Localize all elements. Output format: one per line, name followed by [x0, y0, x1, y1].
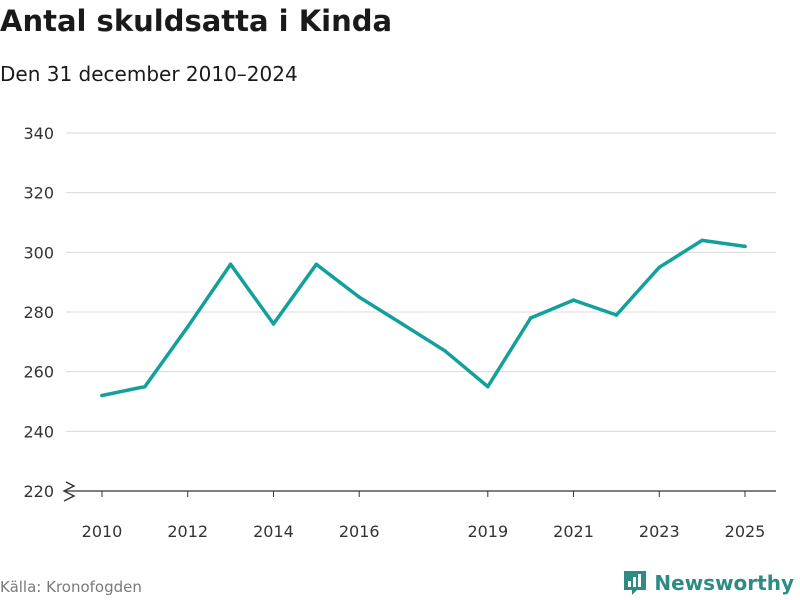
x-tick-label: 2010 — [82, 522, 123, 541]
data-point — [571, 298, 576, 302]
y-tick-label: 220 — [23, 482, 54, 501]
x-tick-label: 2023 — [639, 522, 680, 541]
data-point — [657, 265, 662, 270]
data-point — [486, 384, 490, 389]
data-point — [400, 322, 404, 326]
data-point — [528, 316, 533, 320]
data-point — [443, 348, 447, 353]
data-point — [143, 384, 147, 389]
y-tick-label: 340 — [23, 124, 54, 143]
data-point — [314, 262, 319, 267]
x-tick-label: 2021 — [553, 522, 594, 541]
y-tick-label: 260 — [23, 363, 54, 382]
data-point — [700, 238, 704, 243]
chart-title: Antal skuldsatta i Kinda — [0, 4, 393, 38]
chart-subtitle: Den 31 december 2010–2024 — [0, 62, 298, 86]
x-axis-ticks: 2010 2012 2014 2016 2019 2021 2023 2025 — [82, 491, 766, 541]
brand-name: Newsworthy — [654, 571, 794, 595]
axis-break-icon — [62, 481, 76, 502]
x-tick-label: 2016 — [339, 522, 380, 541]
x-tick-label: 2019 — [467, 522, 508, 541]
x-tick-label: 2012 — [167, 522, 208, 541]
source-note: Källa: Kronofogden — [0, 578, 142, 596]
data-point — [271, 322, 276, 326]
data-point — [743, 244, 747, 249]
bar-chart-speech-bubble-icon — [624, 571, 647, 595]
series-lines — [100, 238, 747, 398]
y-axis-ticks: 220 240 260 280 300 320 340 — [23, 124, 54, 501]
brand-logo: Newsworthy — [622, 569, 794, 597]
grid-lines — [66, 132, 776, 492]
data-point — [614, 313, 619, 317]
y-tick-label: 240 — [23, 422, 54, 441]
data-point — [100, 393, 104, 398]
y-tick-label: 320 — [23, 184, 54, 203]
data-point — [228, 262, 233, 267]
data-point — [357, 295, 362, 299]
y-tick-label: 280 — [23, 303, 54, 322]
axis-break — [62, 481, 76, 502]
x-tick-label: 2014 — [253, 522, 294, 541]
x-tick-label: 2025 — [725, 522, 766, 541]
series-line — [100, 238, 747, 398]
data-point — [185, 325, 190, 329]
y-tick-label: 300 — [23, 243, 54, 262]
